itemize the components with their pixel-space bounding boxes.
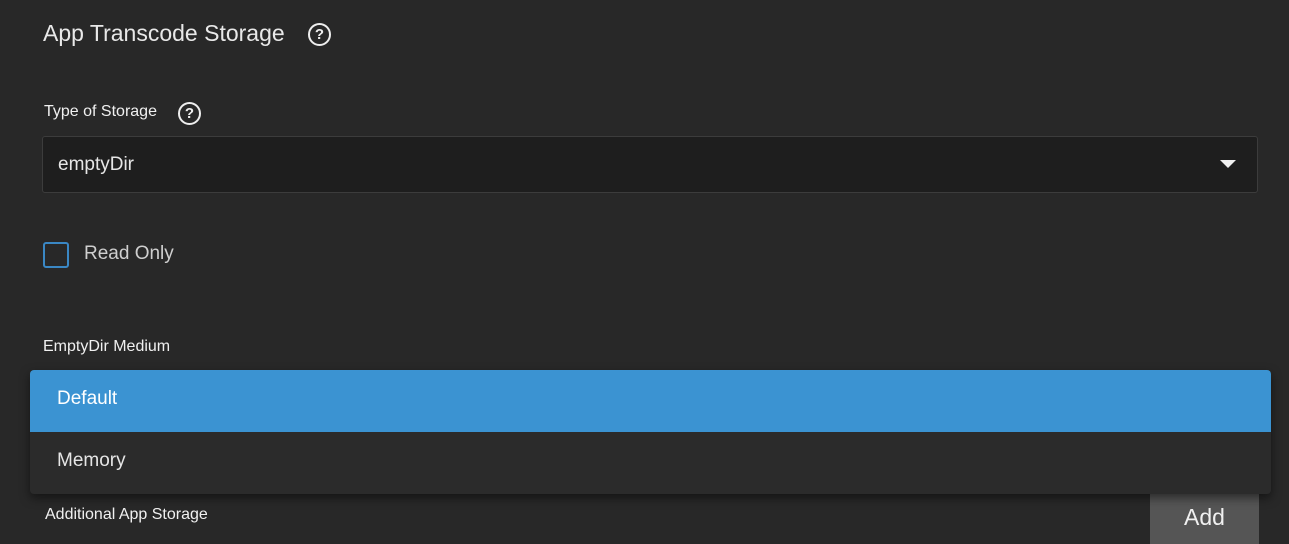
emptydir-medium-label: EmptyDir Medium xyxy=(43,338,171,355)
type-of-storage-label: Type of Storage xyxy=(44,103,157,120)
emptydir-medium-dropdown: Default Memory xyxy=(30,370,1271,494)
select-value: emptyDir xyxy=(58,154,135,175)
type-of-storage-select[interactable]: emptyDir xyxy=(42,136,1258,193)
help-circle-icon[interactable]: ? xyxy=(308,23,331,46)
option-memory[interactable]: Memory xyxy=(57,450,126,471)
read-only-checkbox[interactable] xyxy=(43,242,69,268)
section-title: App Transcode Storage xyxy=(43,20,285,46)
add-button[interactable]: Add xyxy=(1150,494,1259,544)
help-circle-icon[interactable]: ? xyxy=(178,102,201,125)
read-only-label[interactable]: Read Only xyxy=(84,243,174,264)
caret-down-icon xyxy=(1220,160,1236,168)
option-default[interactable]: Default xyxy=(30,370,1271,432)
additional-storage-label: Additional App Storage xyxy=(45,506,208,523)
